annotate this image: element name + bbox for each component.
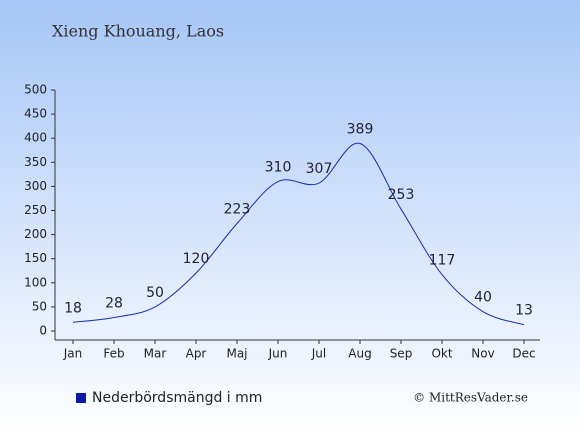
y-tick-label: 350 [24, 155, 47, 169]
y-tick-label: 100 [24, 275, 47, 289]
x-tick-label: Nov [471, 347, 494, 361]
data-label: 18 [64, 300, 82, 316]
y-tick-label: 150 [24, 251, 47, 265]
data-label: 120 [183, 251, 210, 267]
chart-title: Xieng Khouang, Laos [52, 22, 224, 41]
y-tick-label: 50 [32, 299, 47, 313]
y-tick-label: 200 [24, 227, 47, 241]
data-label: 389 [347, 122, 374, 138]
x-tick-label: Jul [311, 347, 326, 361]
x-tick-label: Maj [226, 347, 247, 361]
x-tick-label: Mar [144, 347, 167, 361]
x-tick-label: Apr [186, 347, 207, 361]
y-tick-label: 400 [24, 131, 47, 145]
source: © MittResVader.se [413, 391, 528, 405]
x-tick-label: Jan [63, 347, 83, 361]
x-tick-label: Aug [348, 347, 371, 361]
x-tick-label: Jun [268, 347, 288, 361]
data-label: 223 [224, 202, 251, 218]
data-label: 50 [146, 285, 164, 301]
legend-label: Nederbördsmängd i mm [92, 390, 262, 406]
data-label: 28 [105, 296, 123, 312]
x-tick-label: Sep [390, 347, 413, 361]
x-tick-label: Okt [431, 347, 452, 361]
data-label: 40 [474, 290, 492, 306]
data-label: 13 [515, 303, 533, 319]
y-tick-label: 450 [24, 107, 47, 121]
y-tick-label: 500 [24, 83, 47, 97]
x-tick-label: Dec [512, 347, 535, 361]
y-tick-label: 250 [24, 203, 47, 217]
line [72, 142, 525, 326]
x-tick-label: Feb [103, 347, 124, 361]
data-label: 117 [429, 253, 456, 269]
data-label: 307 [306, 161, 333, 177]
data-label: 253 [388, 187, 415, 203]
legend-swatch [76, 393, 86, 403]
y-tick-label: 0 [39, 324, 47, 338]
y-tick-label: 300 [24, 179, 47, 193]
data-label: 310 [265, 160, 292, 176]
